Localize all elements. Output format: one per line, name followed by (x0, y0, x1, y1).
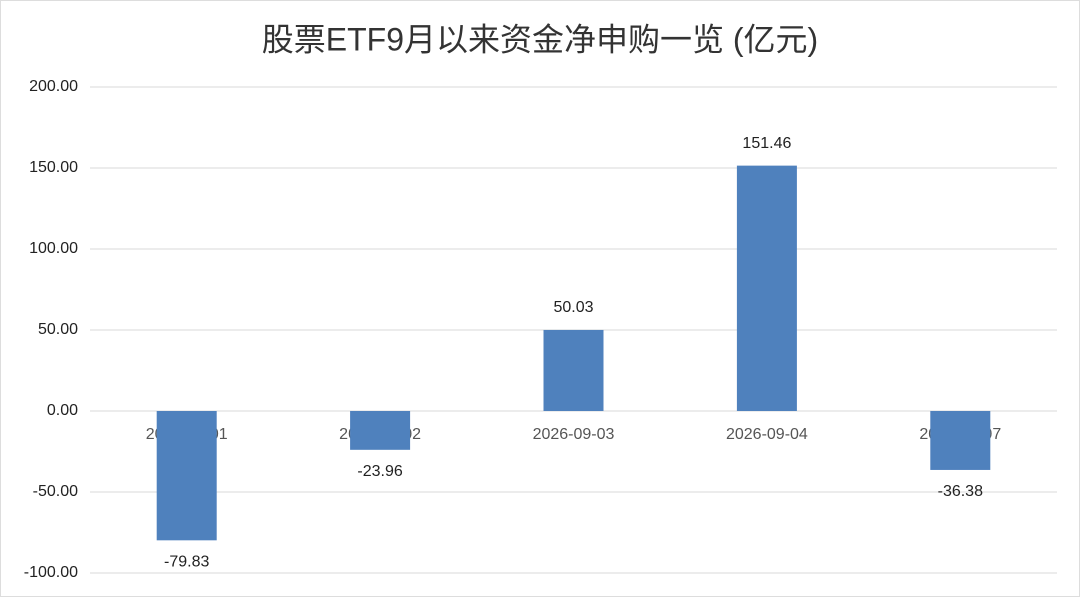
x-tick-label: 2026-09-04 (726, 426, 808, 443)
data-label: 151.46 (742, 135, 791, 152)
bar (736, 165, 797, 411)
bar (156, 411, 217, 541)
y-tick-label: 100.00 (29, 240, 78, 257)
y-tick-label: 0.00 (47, 402, 78, 419)
bar (350, 411, 411, 450)
data-label: 50.03 (553, 299, 593, 316)
bar (543, 329, 604, 411)
y-tick-label: -50.00 (33, 483, 78, 500)
data-label: -36.38 (938, 483, 983, 500)
y-tick-label: 150.00 (29, 159, 78, 176)
chart-title: 股票ETF9月以来资金净申购一览 (亿元) (262, 21, 818, 57)
y-tick-label: -100.00 (24, 564, 78, 581)
x-tick-label: 2026-09-03 (533, 426, 615, 443)
bar (930, 411, 991, 470)
y-tick-label: 50.00 (38, 321, 78, 338)
y-tick-label: 200.00 (29, 78, 78, 95)
data-label: -23.96 (357, 463, 402, 480)
data-label: -79.83 (164, 554, 209, 571)
